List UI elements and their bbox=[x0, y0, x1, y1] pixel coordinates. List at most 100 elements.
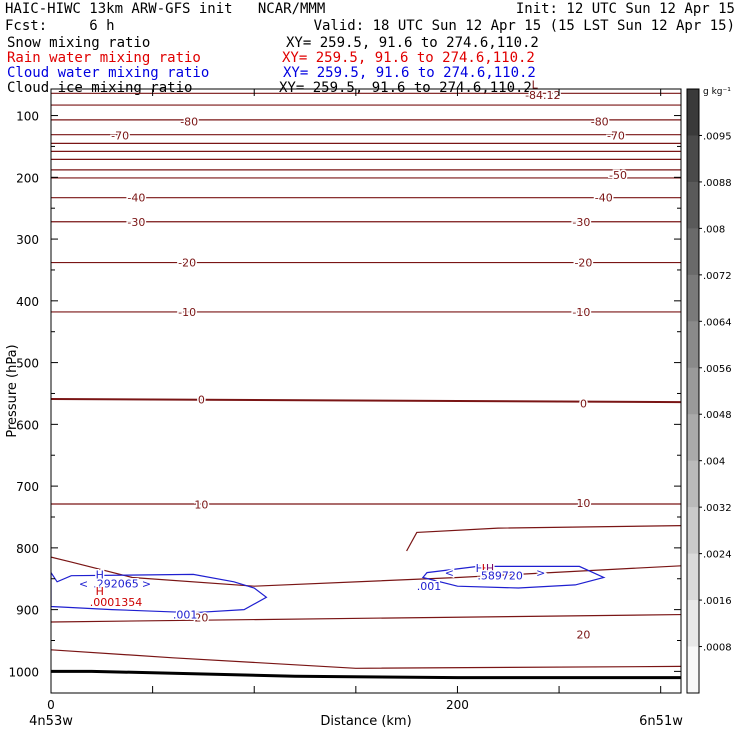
y-tick-label: 100 bbox=[16, 110, 39, 124]
field-xy-rain: XY= 259.5, 91.6 to 274.6,110.2 bbox=[282, 50, 535, 66]
endpoint-right-label: 6n51w bbox=[639, 714, 683, 729]
colorbar-tick-label: .0072 bbox=[703, 271, 732, 282]
contour-label: H bbox=[96, 585, 104, 598]
colorbar-tick-label: .008 bbox=[703, 224, 725, 235]
colorbar: .0095 .0088 .008 .0072 .0064 .0056 .0048 .004 .0… bbox=[686, 87, 732, 694]
colorbar-tick-label: .0048 bbox=[703, 410, 732, 421]
plot-frame bbox=[50, 88, 682, 694]
contour-label: > bbox=[142, 578, 151, 591]
cloud-water-contour bbox=[51, 571, 268, 614]
colorbar-swatch bbox=[687, 646, 699, 694]
contour-label: 10 bbox=[576, 497, 590, 510]
colorbar-swatch bbox=[687, 414, 699, 462]
contour-label: .292065 bbox=[93, 578, 139, 591]
contour-label: -30 bbox=[127, 216, 145, 229]
x-tick-label: 200 bbox=[446, 698, 469, 712]
contour-label: .589720 bbox=[477, 570, 523, 583]
contour-label: -70 bbox=[111, 129, 129, 142]
colorbar-units: g kg⁻¹ bbox=[703, 87, 731, 97]
field-xy-snow: XY= 259.5, 91.6 to 274.6,110.2 bbox=[286, 35, 539, 51]
temperature-contour-curve bbox=[51, 649, 681, 669]
colorbar-swatch bbox=[687, 367, 699, 415]
contour-label: -40 bbox=[595, 192, 613, 205]
y-tick-label: 300 bbox=[16, 233, 39, 247]
x-axis-title: Distance (km) bbox=[320, 714, 411, 729]
contour-label: -70 bbox=[607, 129, 625, 142]
contour-label: -50 bbox=[609, 169, 627, 182]
y-axis-title: Pressure (hPa) bbox=[5, 344, 20, 437]
field-name-snow: Snow mixing ratio bbox=[7, 35, 151, 51]
colorbar-swatch bbox=[687, 135, 699, 183]
contour-label: -80 bbox=[180, 116, 198, 129]
init-time: Init: 12 UTC Sun 12 Apr 15 bbox=[515, 1, 735, 17]
field-name-cloud-ice: Cloud ice mixing ratio bbox=[7, 80, 193, 96]
surface-terrain-line bbox=[51, 669, 681, 680]
contour-label: < bbox=[79, 578, 88, 591]
colorbar-tick-label: .004 bbox=[703, 457, 725, 468]
header-title: HAIC-HIWC 13km ARW-GFS init NCAR/MMM bbox=[5, 1, 326, 17]
field-xy-cloud-water: XY= 259.5, 91.6 to 274.6,110.2 bbox=[283, 65, 536, 81]
y-tick-label: 800 bbox=[16, 542, 39, 556]
colorbar-tick-label: .0032 bbox=[703, 503, 732, 514]
colorbar-tick-label: .0016 bbox=[703, 596, 732, 607]
contour-label: .0001354 bbox=[90, 596, 143, 609]
contour-label: H bbox=[482, 562, 490, 575]
colorbar-swatch bbox=[687, 553, 699, 601]
colorbar-swatch bbox=[687, 507, 699, 555]
contour-label: .001 bbox=[417, 580, 442, 593]
field-xy-cloud-ice: XY= 259.5, 91.6 to 274.6,110.2 bbox=[279, 80, 532, 96]
x-tick-label: 0 bbox=[47, 698, 55, 712]
colorbar-swatch bbox=[687, 89, 699, 136]
colorbar-swatch bbox=[687, 274, 699, 322]
contour-label: -30 bbox=[572, 216, 590, 229]
temperature-contour-bulge bbox=[406, 525, 681, 552]
y-tick-label: 900 bbox=[16, 604, 39, 618]
colorbar-tick-label: .0008 bbox=[703, 643, 732, 654]
contour-label: 20 bbox=[576, 628, 590, 641]
contour-label: 10 bbox=[194, 499, 208, 512]
y-tick-label: 1000 bbox=[8, 665, 39, 679]
plot-area bbox=[51, 92, 681, 680]
contour-label: -20 bbox=[178, 257, 196, 270]
contour-label: -80 bbox=[591, 116, 609, 129]
colorbar-swatch bbox=[687, 460, 699, 508]
colorbar-tick-label: .0088 bbox=[703, 178, 732, 189]
contour-label: > bbox=[536, 567, 545, 580]
forecast-hour: Fcst: 6 h bbox=[5, 18, 115, 34]
contour-label: H bbox=[486, 562, 494, 575]
colorbar-tick-label: .0056 bbox=[703, 364, 732, 375]
colorbar-swatch bbox=[687, 181, 699, 229]
contour-label: 20 bbox=[194, 612, 208, 625]
contour-label: -20 bbox=[574, 257, 592, 270]
temperature-contour-line bbox=[51, 613, 681, 623]
colorbar-tick-label: .0024 bbox=[703, 550, 732, 561]
contour-label: -10 bbox=[572, 306, 590, 319]
y-tick-label: 500 bbox=[16, 357, 39, 371]
contour-label: H bbox=[96, 568, 104, 581]
contour-label: 0 bbox=[198, 394, 205, 407]
colorbar-frame bbox=[686, 88, 700, 694]
contour-labels: L-84.12-80 -80-70 -70-50-40 -40-30 -30-20 -20… bbox=[77, 77, 628, 643]
field-name-cloud-water: Cloud water mixing ratio bbox=[7, 65, 210, 81]
contour-label: L bbox=[532, 79, 539, 92]
endpoint-left-label: 4n53w bbox=[29, 714, 73, 729]
valid-time: Valid: 18 UTC Sun 12 Apr 15 (15 LST Sun … bbox=[313, 18, 735, 34]
colorbar-tick-label: .0064 bbox=[703, 317, 732, 328]
contour-label: < bbox=[445, 567, 454, 580]
colorbar-tick-label: .0095 bbox=[703, 131, 732, 142]
temperature-contour-curve bbox=[51, 556, 681, 587]
contour-label: -40 bbox=[127, 192, 145, 205]
y-tick-label: 600 bbox=[16, 418, 39, 432]
contour-label: .001 bbox=[173, 609, 198, 622]
contour-label: -84.12 bbox=[525, 89, 560, 102]
temperature-contour-line bbox=[51, 398, 681, 404]
colorbar-swatch bbox=[687, 228, 699, 276]
colorbar-swatch bbox=[687, 600, 699, 648]
y-tick-label: 200 bbox=[16, 171, 39, 185]
contour-label: -10 bbox=[178, 306, 196, 319]
contour-label: H bbox=[476, 562, 484, 575]
field-name-rain: Rain water mixing ratio bbox=[7, 50, 201, 66]
y-tick-label: 400 bbox=[16, 295, 39, 309]
